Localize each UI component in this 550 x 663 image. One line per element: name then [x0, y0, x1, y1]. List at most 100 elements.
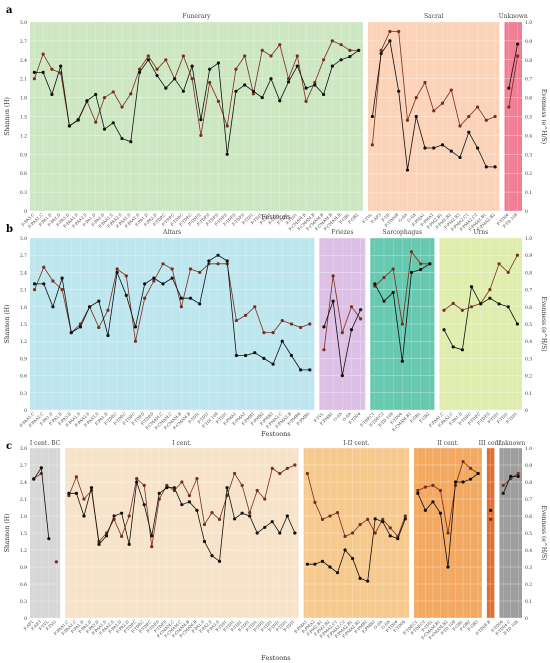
y-tick-label-right: 0.3 [525, 152, 532, 158]
evenness-point [253, 305, 257, 309]
y-tick-label: 0.6 [20, 374, 27, 380]
shannon-point [515, 322, 520, 326]
y-tick-label: 3.0 [20, 446, 27, 452]
evenness-point [484, 118, 488, 122]
evenness-point [225, 124, 229, 128]
shannon-point [179, 296, 183, 300]
evenness-point [74, 475, 79, 479]
shannon-point [253, 351, 257, 355]
shannon-point [127, 542, 131, 546]
y-tick-label-right: 0.9 [525, 253, 532, 259]
evenness-point [120, 105, 124, 109]
x-tick-label: O-SA [380, 619, 391, 630]
y-tick-label-right: 0.9 [525, 463, 532, 469]
evenness-point [460, 308, 464, 312]
y-tick-label-right: 0.5 [525, 115, 532, 121]
y-tick-label-right: 0.5 [525, 531, 532, 537]
evenness-point [106, 308, 110, 312]
shannon-point [181, 89, 185, 93]
shannon-point [248, 514, 252, 518]
shannon-point [39, 466, 43, 470]
shannon-point [330, 64, 334, 68]
y-tick-label: 2.4 [20, 270, 27, 276]
group-title: Altars [162, 229, 181, 236]
shannon-point [286, 80, 291, 84]
shannon-point [280, 339, 284, 343]
evenness-point [165, 483, 169, 487]
evenness-point [506, 270, 510, 274]
shannon-point [240, 511, 244, 515]
evenness-point [187, 494, 192, 498]
evenness-point [124, 274, 128, 278]
shannon-point [350, 556, 355, 561]
y-tick-label: 0.9 [20, 356, 27, 362]
x-tick-label: O-SA [332, 411, 343, 422]
evenness-point [234, 67, 238, 71]
y-axis-label: Shannon (H) [4, 514, 11, 553]
evenness-point [115, 267, 119, 271]
y-tick-label-right: 1.0 [525, 446, 532, 452]
group-title: Urns [473, 229, 488, 236]
shannon-point [152, 276, 156, 280]
shannon-point [170, 276, 174, 280]
evenness-point [251, 92, 256, 96]
evenness-point [278, 471, 282, 476]
group-title: III cent. [479, 440, 503, 447]
shannon-point [129, 140, 133, 144]
shannon-point [431, 500, 435, 504]
shannon-point [440, 143, 445, 147]
shannon-point [187, 500, 192, 504]
shannon-point [89, 486, 94, 490]
shannon-point [180, 503, 184, 507]
shannon-point [143, 282, 147, 286]
shannon-point [484, 165, 488, 169]
evenness-point [161, 262, 165, 266]
evenness-point [400, 322, 404, 326]
evenness-point [468, 466, 473, 470]
evenness-point [129, 92, 133, 96]
group-title: I cent. BC [30, 440, 61, 447]
shannon-point [47, 537, 51, 541]
evenness-point [181, 54, 185, 58]
evenness-point [467, 114, 471, 119]
evenness-point [451, 301, 455, 305]
evenness-point [493, 114, 497, 119]
shannon-point [106, 333, 110, 338]
y-tick-label-right: 0 [525, 209, 528, 215]
shannon-point [308, 368, 312, 372]
shannon-point [304, 86, 308, 90]
y-tick-label-right: 0.1 [525, 391, 532, 397]
evenness-point [403, 514, 407, 518]
shannon-point [313, 562, 317, 566]
group-title: Sarcophagus [383, 229, 423, 236]
evenness-point [475, 105, 480, 109]
x-tick-label: F-GB2 [418, 411, 431, 424]
evenness-point [278, 43, 282, 47]
evenness-point [111, 90, 115, 94]
shannon-point [225, 152, 229, 156]
shannon-point [446, 565, 450, 569]
evenness-point [286, 77, 291, 81]
panel-c: c Shannon (H) Evenness (e^H/S) 0 0.3 0.6 0.9 1.… [4, 430, 547, 662]
evenness-point [515, 253, 520, 257]
shannon-point [359, 308, 363, 312]
shannon-point [322, 325, 326, 329]
x-tick-label: F-TD [380, 212, 390, 222]
shannon-point [349, 328, 354, 332]
shannon-point [225, 486, 229, 490]
shannon-point [190, 64, 194, 68]
shannon-point [115, 270, 119, 274]
shannon-point [331, 299, 335, 303]
shannon-point [60, 276, 64, 280]
shannon-point [260, 96, 264, 100]
y-tick-label: 1.5 [20, 115, 27, 121]
shannon-point [41, 70, 45, 74]
shannon-point [428, 262, 432, 266]
evenness-point [488, 288, 492, 292]
y-axis-label-right: Evenness (e^H/S) [540, 89, 547, 144]
y-tick-label: 2.1 [20, 288, 27, 294]
y-tick-label-right: 0.6 [525, 96, 532, 102]
evenness-point [271, 331, 275, 335]
shannon-point [271, 362, 275, 366]
